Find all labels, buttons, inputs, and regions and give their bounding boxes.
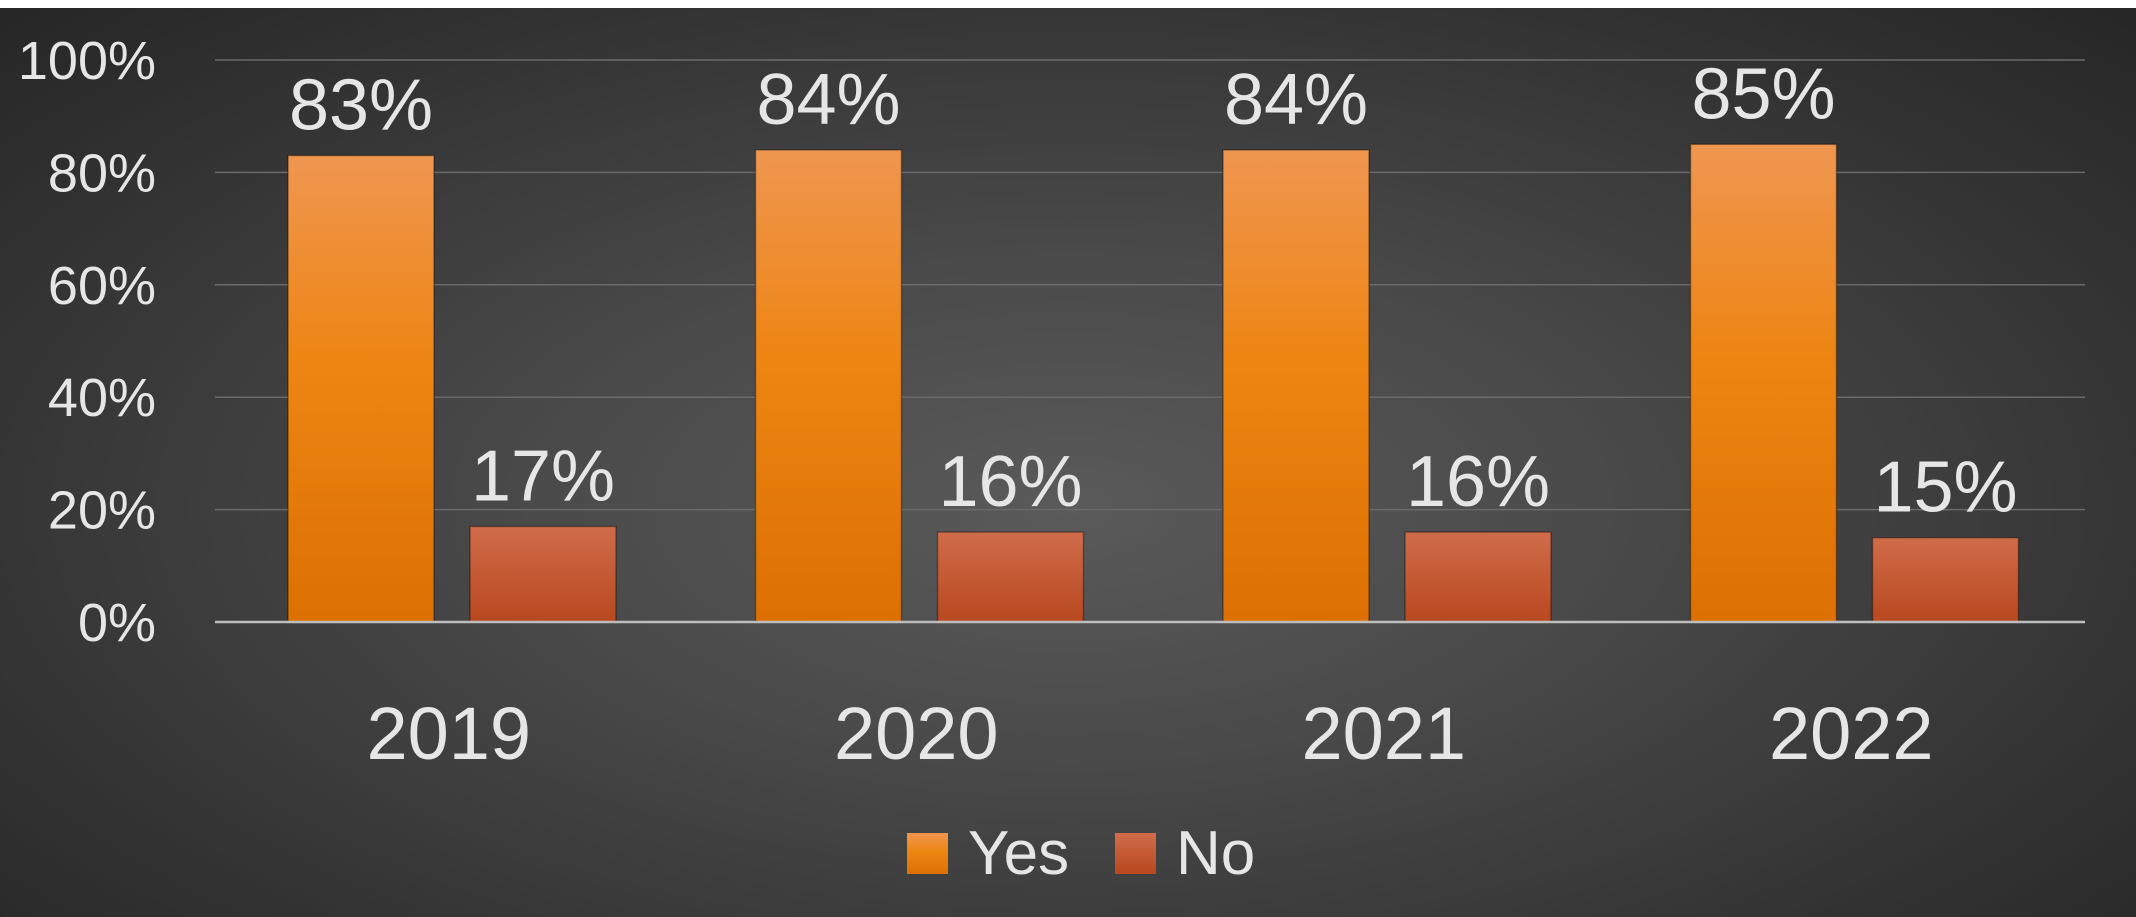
data-label-no-2019: 17% xyxy=(471,436,615,516)
legend-swatch-no xyxy=(1115,833,1156,874)
bars xyxy=(287,143,2020,623)
x-axis-categories: 2019 2020 2021 2022 xyxy=(366,692,1933,775)
bar-no-2021 xyxy=(1404,531,1552,623)
data-label-yes-2022: 85% xyxy=(1691,54,1835,134)
bar-no-2020 xyxy=(936,531,1085,623)
data-label-no-2020: 16% xyxy=(938,442,1082,522)
bar-yes-2020 xyxy=(754,149,903,623)
bar-no-2019 xyxy=(469,525,617,623)
data-label-yes-2019: 83% xyxy=(289,66,433,146)
y-axis-ticks: 0% 20% 40% 60% 80% 100% xyxy=(18,31,156,653)
chart-panel: 0% 20% 40% 60% 80% 100% 83% 17% 84% 16% 84% 16% 85%… xyxy=(0,8,2136,917)
bar-no-2022 xyxy=(1871,536,2020,623)
y-tick-label: 80% xyxy=(48,143,156,203)
legend-swatch-yes xyxy=(907,833,948,874)
data-label-no-2021: 16% xyxy=(1406,442,1550,522)
y-tick-label: 60% xyxy=(48,256,156,316)
data-label-yes-2020: 84% xyxy=(756,60,900,140)
y-tick-label: 100% xyxy=(18,31,156,91)
legend-label-yes: Yes xyxy=(968,819,1069,888)
legend: Yes No xyxy=(907,819,1255,888)
bar-yes-2022 xyxy=(1689,143,1838,623)
legend-label-no: No xyxy=(1176,819,1255,888)
bar-yes-2021 xyxy=(1222,149,1370,623)
y-tick-label: 40% xyxy=(48,368,156,428)
x-category-label: 2020 xyxy=(834,692,999,775)
x-category-label: 2022 xyxy=(1769,692,1934,775)
y-tick-label: 0% xyxy=(78,593,156,653)
x-category-label: 2021 xyxy=(1301,692,1466,775)
data-label-no-2022: 15% xyxy=(1873,448,2017,528)
data-labels: 83% 17% 84% 16% 84% 16% 85% 15% xyxy=(289,54,2018,527)
bar-yes-2019 xyxy=(287,154,435,623)
x-category-label: 2019 xyxy=(366,692,531,775)
data-label-yes-2021: 84% xyxy=(1224,60,1368,140)
bar-chart: 0% 20% 40% 60% 80% 100% 83% 17% 84% 16% 84% 16% 85%… xyxy=(18,31,2085,888)
y-tick-label: 20% xyxy=(48,481,156,541)
